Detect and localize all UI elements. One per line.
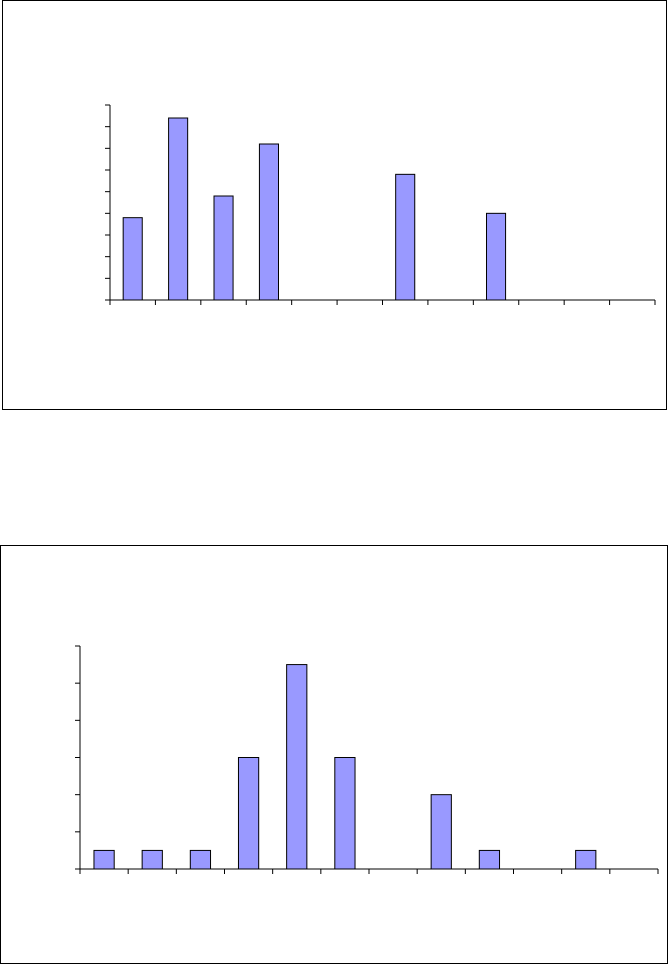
chart-frame xyxy=(2,0,667,410)
bar xyxy=(122,217,143,301)
bar xyxy=(237,757,260,870)
bar xyxy=(486,212,507,301)
bar xyxy=(213,195,234,301)
bar xyxy=(141,849,163,870)
bar xyxy=(334,757,356,870)
bar xyxy=(575,849,597,870)
bar xyxy=(189,849,212,870)
bar xyxy=(168,117,189,301)
bar xyxy=(93,849,115,870)
bar xyxy=(258,143,279,301)
bar xyxy=(478,849,501,870)
bar xyxy=(430,794,452,870)
bar xyxy=(395,173,416,301)
chart-frame xyxy=(0,545,668,964)
bar xyxy=(286,664,308,870)
